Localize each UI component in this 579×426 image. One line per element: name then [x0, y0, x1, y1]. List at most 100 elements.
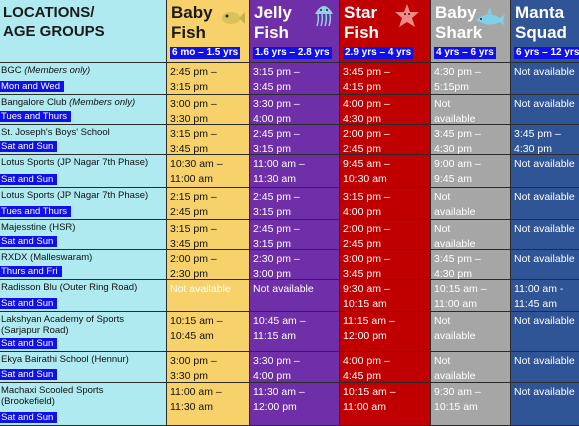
time-slot: 2:00 pm – 2:45 pm: [343, 223, 390, 250]
time-slot-cell: Not available: [511, 220, 579, 250]
time-slot-cell: 9:30 am – 10:15 am: [340, 280, 431, 312]
time-slot: Not available: [514, 158, 575, 170]
location-name: Majesstine (HSR): [1, 222, 75, 233]
location-name: Lakshyan Academy of Sports (Sarjapur Roa…: [1, 314, 124, 336]
time-slot: 9:45 am – 10:30 am: [343, 158, 390, 185]
time-slot: Not available: [514, 355, 575, 367]
time-slot-cell: 3:30 pm – 4:00 pm: [250, 95, 340, 125]
time-slot-cell: Not available: [431, 352, 511, 383]
time-slot-cell: Not available: [431, 312, 511, 352]
location-name: Bangalore Club (Members only): [1, 97, 135, 108]
location-label: Lotus Sports (JP Nagar 7th Phase): [1, 190, 149, 201]
days-tag: Sat and Sun: [0, 141, 58, 152]
membership-note: (Members only): [69, 97, 136, 108]
time-slot: 2:30 pm – 3:00 pm: [253, 253, 300, 280]
time-slot: 11:00 am – 11:30 am: [253, 158, 305, 185]
time-slot: 3:00 pm – 3:30 pm: [170, 98, 217, 125]
age-range: 6 mo – 1.5 yrs: [170, 47, 241, 59]
time-slot: 3:15 pm – 3:45 pm: [253, 66, 300, 93]
time-slot-cell: Not available: [511, 352, 579, 383]
time-slot-cell: 2:00 pm – 2:45 pm: [340, 220, 431, 250]
location-cell: RXDX (Malleswaram) Thurs and Fri: [0, 250, 167, 280]
program-header-star-fish: Star Fish 2.9 yrs – 4 yrs: [340, 0, 431, 63]
time-slot: Not available: [434, 223, 476, 250]
table-row: Machaxi Scooled Sports (Brookefield) Sat …: [0, 383, 579, 426]
time-slot: 4:30 pm – 5:15pm: [434, 66, 481, 93]
time-slot: 10:45 am – 11:15 am: [253, 315, 306, 342]
time-slot-cell: 11:15 am – 12:00 pm: [340, 312, 431, 352]
time-slot-cell: 11:00 am - 11:45 am: [511, 280, 579, 312]
jellyfish-icon: [315, 6, 333, 27]
time-slot-cell: Not available: [511, 155, 579, 188]
time-slot-cell: 2:45 pm – 3:15 pm: [167, 63, 250, 95]
location-cell: BGC (Members only) Mon and Wed: [0, 63, 167, 95]
time-slot-cell: 3:15 pm – 3:45 pm: [250, 63, 340, 95]
time-slot: Not available: [434, 98, 476, 125]
program-name: Jelly Fish: [254, 3, 292, 42]
time-slot: 10:15 am – 10:45 am: [170, 315, 223, 342]
days-tag: Sat and Sun: [0, 338, 58, 349]
time-slot: 2:45 pm – 3:15 pm: [253, 128, 300, 155]
location-name: Machaxi Scooled Sports (Brookefield): [1, 385, 103, 407]
table-row: RXDX (Malleswaram) Thurs and Fri 2:00 pm –…: [0, 250, 579, 280]
time-slot-cell: 3:15 pm – 4:00 pm: [340, 188, 431, 220]
locations-header: LOCATIONS/ AGE GROUPS: [0, 0, 167, 63]
program-header-baby-fish: Baby Fish 6 mo – 1.5 yrs: [167, 0, 250, 63]
days-tag: Tues and Thurs: [0, 111, 72, 122]
time-slot-cell: 4:00 pm – 4:45 pm: [340, 352, 431, 383]
location-cell: Machaxi Scooled Sports (Brookefield) Sat …: [0, 383, 167, 426]
time-slot-cell: 3:15 pm – 3:45 pm: [167, 125, 250, 155]
days-tag: Tues and Thurs: [0, 206, 72, 217]
time-slot-cell: Not available: [511, 188, 579, 220]
location-cell: Majesstine (HSR) Sat and Sun: [0, 220, 167, 250]
time-slot-cell: Not available: [511, 383, 579, 426]
time-slot-cell: 3:15 pm – 3:45 pm: [167, 220, 250, 250]
time-slot-cell: 3:00 pm – 3:30 pm: [167, 95, 250, 125]
time-slot: 10:30 am – 11:00 am: [170, 158, 223, 185]
table-row: Lakshyan Academy of Sports (Sarjapur Roa…: [0, 312, 579, 352]
time-slot-cell: Not available: [511, 95, 579, 125]
days-tag: Sat and Sun: [0, 236, 58, 247]
location-cell: Lotus Sports (JP Nagar 7th Phase) Sat and…: [0, 155, 167, 188]
time-slot: Not available: [514, 66, 575, 78]
time-slot-cell: Not available: [167, 280, 250, 312]
age-range: 6 yrs – 12 yrs: [514, 47, 579, 59]
time-slot: 11:15 am – 12:00 pm: [343, 315, 395, 342]
time-slot: Not available: [514, 191, 575, 203]
time-slot: Not available: [514, 315, 575, 327]
time-slot: 9:00 am – 9:45 am: [434, 158, 481, 185]
time-slot-cell: 10:45 am – 11:15 am: [250, 312, 340, 352]
time-slot: 4:00 pm – 4:45 pm: [343, 355, 390, 382]
time-slot-cell: 4:30 pm – 5:15pm: [431, 63, 511, 95]
table-row: Lotus Sports (JP Nagar 7th Phase) Sat and…: [0, 155, 579, 188]
time-slot: Not available: [514, 253, 575, 265]
starfish-icon: [395, 4, 419, 27]
time-slot-cell: 3:45 pm – 4:15 pm: [340, 63, 431, 95]
time-slot-cell: 9:00 am – 9:45 am: [431, 155, 511, 188]
table-row: BGC (Members only) Mon and Wed 2:45 pm – 3…: [0, 63, 579, 95]
location-label: Bangalore Club: [1, 97, 67, 108]
days-tag: Sat and Sun: [0, 412, 58, 423]
location-cell: Ekya Bairathi School (Hennur) Sat and Sun: [0, 352, 167, 383]
location-label: Ekya Bairathi School (Hennur): [1, 354, 129, 365]
time-slot: 2:00 pm – 2:30 pm: [170, 253, 217, 280]
time-slot: Not available: [170, 283, 231, 295]
time-slot-cell: 11:00 am – 11:30 am: [250, 155, 340, 188]
time-slot-cell: 3:00 pm – 3:30 pm: [167, 352, 250, 383]
time-slot: 10:15 am – 11:00 am: [343, 386, 396, 413]
time-slot-cell: Not available: [431, 95, 511, 125]
time-slot: 3:15 pm – 3:45 pm: [170, 223, 217, 250]
location-cell: Bangalore Club (Members only) Tues and Th…: [0, 95, 167, 125]
location-name: BGC (Members only): [1, 65, 90, 76]
fish-icon: [222, 12, 245, 24]
program-header-manta-squad: Manta Squad 6 yrs – 12 yrs: [511, 0, 579, 63]
time-slot: 3:45 pm – 4:30 pm: [514, 128, 561, 155]
days-tag: Sat and Sun: [0, 369, 58, 380]
time-slot-cell: 3:30 pm – 4:00 pm: [250, 352, 340, 383]
program-name: Star Fish: [344, 3, 379, 42]
time-slot-cell: 3:45 pm – 4:30 pm: [431, 125, 511, 155]
time-slot-cell: 2:45 pm – 3:15 pm: [250, 188, 340, 220]
time-slot: Not available: [253, 283, 314, 295]
location-label: Lakshyan Academy of Sports (Sarjapur Roa…: [1, 314, 125, 336]
